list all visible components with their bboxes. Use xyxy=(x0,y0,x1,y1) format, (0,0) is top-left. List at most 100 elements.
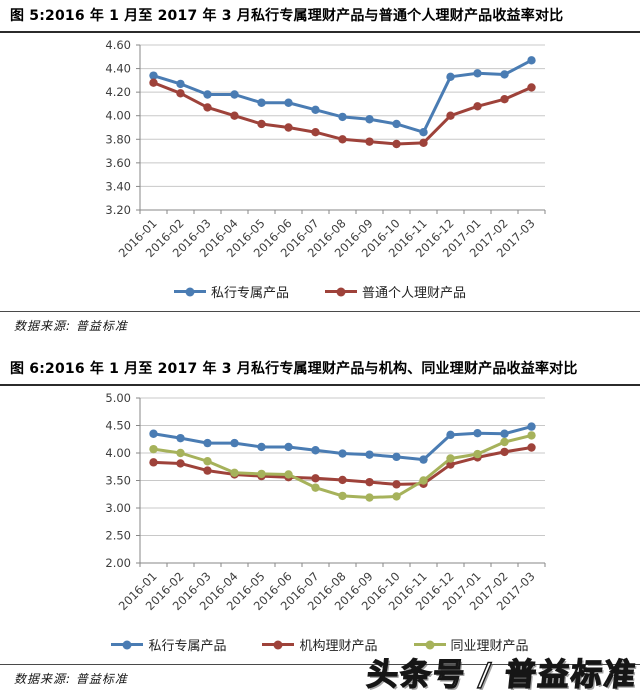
y-axis-label: 2.00 xyxy=(105,556,131,570)
y-axis-label: 3.60 xyxy=(105,156,131,170)
data-point-marker xyxy=(446,430,455,439)
data-point-marker xyxy=(230,468,239,477)
data-point-marker xyxy=(338,134,347,144)
data-point-marker xyxy=(149,444,158,454)
data-point-marker xyxy=(311,445,320,455)
legend-item: 普通个人理财产品 xyxy=(325,282,466,301)
data-point-marker xyxy=(500,447,509,456)
data-point-marker xyxy=(149,78,158,87)
legend-label: 普通个人理财产品 xyxy=(362,286,467,302)
data-point-marker xyxy=(257,469,266,478)
data-point-marker xyxy=(338,491,347,500)
data-point-marker xyxy=(500,70,509,79)
data-point-marker xyxy=(392,139,401,149)
data-point-marker xyxy=(446,460,455,469)
y-axis-label: 3.20 xyxy=(105,203,131,217)
data-point-marker xyxy=(230,111,239,120)
data-point-marker xyxy=(500,429,509,438)
data-point-marker xyxy=(527,422,536,431)
data-point-marker xyxy=(419,138,428,147)
figure6-bottom-rule xyxy=(0,663,640,665)
figure5-title: 图 5:2016 年 1 月至 2017 年 3 月私行专属理财产品与普通个人理… xyxy=(0,0,640,33)
data-point-marker xyxy=(365,477,374,487)
y-axis-label: 4.40 xyxy=(105,61,131,75)
data-point-marker xyxy=(284,470,293,479)
data-point-marker xyxy=(311,483,320,492)
y-axis-label: 3.00 xyxy=(105,501,131,515)
legend-line-marker-icon xyxy=(325,287,357,297)
data-point-marker xyxy=(176,433,185,443)
data-point-marker xyxy=(284,442,293,451)
data-point-marker xyxy=(419,476,428,485)
legend-label: 私行专属产品 xyxy=(210,286,289,302)
legend-item: 私行专属产品 xyxy=(111,635,226,654)
legend-line-marker-icon xyxy=(111,640,144,650)
data-point-marker xyxy=(230,90,239,99)
data-point-marker xyxy=(338,475,347,484)
data-point-marker xyxy=(176,79,185,88)
data-point-marker xyxy=(230,438,239,448)
legend-line-marker-icon xyxy=(413,640,446,650)
data-point-marker xyxy=(527,443,536,452)
y-axis-label: 4.00 xyxy=(105,446,131,460)
data-point-marker xyxy=(149,71,158,80)
data-point-marker xyxy=(473,101,482,111)
data-point-marker xyxy=(392,119,401,129)
figure5-line-chart: 3.203.403.603.804.004.204.404.602016-012… xyxy=(105,38,546,260)
figure6-legend: 私行专属产品 机构理财产品 同业理财产品 xyxy=(0,634,640,656)
data-point-marker xyxy=(473,428,482,438)
data-point-marker xyxy=(203,466,212,475)
data-point-marker xyxy=(257,98,266,107)
data-point-marker xyxy=(527,430,536,440)
data-point-marker xyxy=(365,114,374,124)
data-point-marker xyxy=(365,137,374,146)
y-axis-label: 4.20 xyxy=(105,85,131,99)
data-point-marker xyxy=(176,459,185,468)
data-point-marker xyxy=(473,68,482,78)
data-point-marker xyxy=(257,442,266,451)
data-point-marker xyxy=(311,473,320,483)
data-point-marker xyxy=(392,479,401,489)
legend-item: 机构理财产品 xyxy=(262,635,378,655)
data-point-marker xyxy=(149,429,158,438)
data-point-marker xyxy=(284,123,293,132)
figure5-source-label: 数据来源: 普益标准 xyxy=(14,318,128,333)
legend-line-marker-icon xyxy=(262,640,295,650)
data-point-marker xyxy=(203,90,212,99)
legend-item: 私行专属产品 xyxy=(173,282,289,302)
data-point-marker xyxy=(311,127,320,137)
y-axis-label: 4.50 xyxy=(105,418,131,432)
data-point-marker xyxy=(203,103,212,112)
data-point-marker xyxy=(392,492,401,501)
toutiao-watermark: 头条号 / 普益标准 xyxy=(365,656,640,693)
data-point-marker xyxy=(338,449,347,458)
data-point-marker xyxy=(284,98,293,107)
figure5-bottom-rule xyxy=(0,310,640,312)
data-point-marker xyxy=(338,112,347,121)
y-axis-label: 5.00 xyxy=(105,391,131,405)
data-point-marker xyxy=(419,455,428,464)
y-axis-label: 3.50 xyxy=(105,473,131,487)
y-axis-label: 4.60 xyxy=(105,38,131,52)
data-point-marker xyxy=(473,449,482,459)
data-point-marker xyxy=(527,83,536,92)
figure6-source-label: 数据来源: 普益标准 xyxy=(14,671,128,686)
legend-label: 私行专属产品 xyxy=(148,639,227,655)
data-point-marker xyxy=(365,493,374,502)
data-point-marker xyxy=(257,119,266,129)
y-axis-label: 3.40 xyxy=(105,179,131,193)
data-point-marker xyxy=(149,457,158,467)
data-point-marker xyxy=(500,437,509,446)
data-point-marker xyxy=(365,450,374,459)
data-point-marker xyxy=(446,454,455,463)
data-point-marker xyxy=(176,448,185,457)
data-point-marker xyxy=(311,105,320,114)
data-point-marker xyxy=(176,89,185,98)
data-point-marker xyxy=(419,127,428,137)
figure6-title: 图 6:2016 年 1 月至 2017 年 3 月私行专属理财产品与机构、同业… xyxy=(0,353,640,386)
legend-label: 机构理财产品 xyxy=(299,639,378,655)
data-point-marker xyxy=(527,56,536,65)
data-point-marker xyxy=(446,72,455,81)
data-point-marker xyxy=(203,456,212,466)
